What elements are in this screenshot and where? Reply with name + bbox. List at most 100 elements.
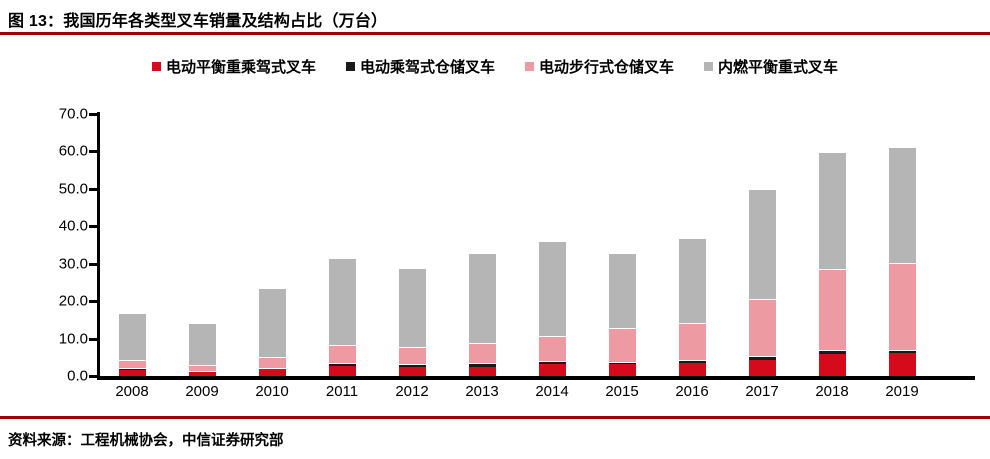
bar-slot-2013 bbox=[447, 114, 517, 376]
legend-label: 内燃平衡重式叉车 bbox=[718, 59, 839, 76]
bar-segment bbox=[328, 259, 356, 347]
x-tick-label: 2008 bbox=[115, 383, 149, 400]
bar-segment bbox=[398, 269, 426, 348]
y-tick-mark bbox=[89, 375, 97, 378]
bar-segment bbox=[678, 362, 706, 376]
x-tick-label: 2012 bbox=[395, 383, 429, 400]
y-tick-label: 40.0 bbox=[58, 217, 88, 235]
bar-slot-2011 bbox=[307, 114, 377, 376]
title-underline bbox=[0, 32, 990, 35]
x-axis-labels: 2008 2009 2010 2011 2012 2013 2014 2015 2016 2017… bbox=[97, 383, 937, 400]
figure-title: 图 13：我国历年各类型叉车销量及结构占比（万台） bbox=[8, 13, 388, 30]
bar-segment bbox=[818, 152, 846, 271]
bar-segment bbox=[608, 254, 636, 329]
bar-slot-2009 bbox=[167, 114, 237, 376]
x-tick-label: 2013 bbox=[465, 383, 499, 400]
x-tick-label: 2015 bbox=[605, 383, 639, 400]
plot-area bbox=[97, 114, 937, 376]
y-tick-label: 0.0 bbox=[67, 367, 88, 385]
bar-segment bbox=[818, 354, 846, 376]
y-tick-label: 60.0 bbox=[58, 142, 88, 160]
bar-segment bbox=[888, 148, 916, 265]
bar-segment bbox=[188, 371, 216, 376]
x-tick-label: 2014 bbox=[535, 383, 569, 400]
bar-slot-2018 bbox=[797, 114, 867, 376]
stacked-bar-2017 bbox=[748, 190, 776, 376]
bar-segment bbox=[398, 365, 426, 368]
bar-slot-2008 bbox=[97, 114, 167, 376]
bar-segment bbox=[468, 366, 496, 376]
y-tick-label: 70.0 bbox=[58, 105, 88, 123]
stacked-bar-2009 bbox=[188, 324, 216, 376]
x-axis-line bbox=[97, 376, 975, 380]
y-tick-mark bbox=[89, 150, 97, 154]
bar-slot-2015 bbox=[587, 114, 657, 376]
legend-item-3: 电动步行式仓储叉车 bbox=[525, 56, 674, 77]
x-tick-label: 2011 bbox=[325, 383, 359, 400]
y-tick-mark bbox=[89, 262, 97, 266]
stacked-bar-2014 bbox=[538, 242, 566, 376]
source-note: 资料来源：工程机械协会，中信证券研究部 bbox=[8, 433, 284, 449]
bar-slot-2019 bbox=[867, 114, 937, 376]
bar-segment bbox=[118, 369, 146, 376]
bar-segment bbox=[888, 264, 916, 351]
bar-segment bbox=[258, 369, 286, 376]
bar-segment bbox=[538, 364, 566, 376]
stacked-bar-2013 bbox=[468, 253, 496, 376]
x-tick-label: 2018 bbox=[815, 383, 849, 400]
bar-segment bbox=[398, 367, 426, 376]
y-tick-mark bbox=[89, 337, 97, 341]
x-tick-label: 2009 bbox=[185, 383, 219, 400]
bar-segment bbox=[118, 313, 146, 361]
bar-segment bbox=[258, 368, 286, 370]
legend-label: 电动乘驾式仓储叉车 bbox=[359, 59, 495, 76]
stacked-bar-2010 bbox=[258, 289, 286, 376]
bar-segment bbox=[818, 350, 846, 355]
y-tick-mark bbox=[89, 300, 97, 304]
bar-segment bbox=[538, 242, 566, 337]
bar-segment bbox=[748, 356, 776, 360]
stacked-bar-2016 bbox=[678, 238, 706, 376]
bar-slot-2014 bbox=[517, 114, 587, 376]
bar-segment bbox=[538, 336, 566, 363]
bar-segment bbox=[118, 360, 146, 370]
bar-segment bbox=[538, 362, 566, 365]
legend-swatch-icon bbox=[704, 62, 714, 71]
stacked-bar-2012 bbox=[398, 269, 426, 376]
x-tick-label: 2019 bbox=[885, 383, 919, 400]
y-tick-label: 10.0 bbox=[58, 330, 88, 348]
bar-segment bbox=[468, 364, 496, 367]
stacked-bar-2011 bbox=[328, 259, 356, 376]
x-tick-label: 2010 bbox=[255, 383, 289, 400]
y-tick-mark bbox=[89, 187, 97, 191]
bar-segment bbox=[748, 300, 776, 357]
bar-segment bbox=[748, 359, 776, 376]
legend-label: 电动步行式仓储叉车 bbox=[539, 59, 675, 76]
bar-slot-2016 bbox=[657, 114, 727, 376]
y-tick-mark bbox=[89, 113, 97, 116]
bar-segment bbox=[608, 362, 636, 365]
bar-segment bbox=[328, 366, 356, 376]
bar-segment bbox=[468, 253, 496, 345]
figure-bottom-rule bbox=[0, 416, 990, 419]
chart-legend: 电动平衡重乘驾式叉车 电动乘驾式仓储叉车 电动步行式仓储叉车 内燃平衡重式叉车 bbox=[0, 56, 990, 77]
bar-slot-2017 bbox=[727, 114, 797, 376]
legend-swatch-icon bbox=[345, 62, 355, 71]
bar-slot-2010 bbox=[237, 114, 307, 376]
y-tick-label: 20.0 bbox=[58, 292, 88, 310]
bar-segment bbox=[188, 365, 216, 372]
legend-swatch-icon bbox=[151, 62, 161, 71]
bar-segment bbox=[888, 350, 916, 353]
legend-item-4: 内燃平衡重式叉车 bbox=[704, 56, 838, 77]
legend-swatch-icon bbox=[525, 62, 534, 71]
stacked-bar-2018 bbox=[818, 152, 846, 376]
bar-segment bbox=[328, 364, 356, 367]
bar-segment bbox=[678, 238, 706, 325]
bar-segment bbox=[398, 347, 426, 366]
legend-item-2: 电动乘驾式仓储叉车 bbox=[345, 56, 495, 77]
x-tick-label: 2017 bbox=[745, 383, 779, 400]
bar-segment bbox=[258, 289, 286, 359]
bar-segment bbox=[818, 270, 846, 351]
y-tick-label: 50.0 bbox=[58, 180, 88, 198]
bar-segment bbox=[608, 364, 636, 376]
